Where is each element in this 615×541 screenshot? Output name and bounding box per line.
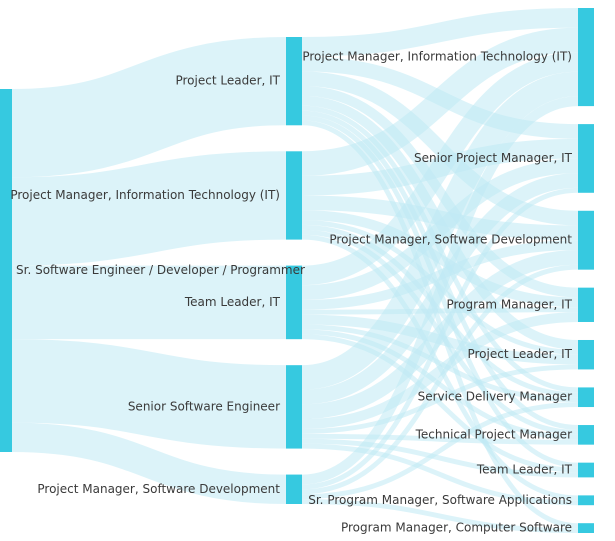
sankey-labels: Sr. Software Engineer / Developer / Prog…	[10, 50, 572, 535]
node-r_tpm[interactable]	[578, 425, 594, 445]
link-m_sse-to-r_tl_it[interactable]	[301, 438, 579, 478]
link-m_pm_it-to-r_pm_it[interactable]	[301, 27, 579, 176]
node-m_tl_it[interactable]	[286, 265, 302, 340]
link-m_sse-to-r_sprm_sa[interactable]	[301, 443, 579, 506]
label-root: Sr. Software Engineer / Developer / Prog…	[16, 263, 305, 277]
link-m_pl_it-to-r_pm_sd[interactable]	[301, 71, 579, 226]
link-m_tl_it-to-r_sdm[interactable]	[301, 324, 579, 403]
label-r_tpm: Technical Project Manager	[415, 427, 572, 441]
link-m_tl_it-to-r_pm_it[interactable]	[301, 52, 579, 286]
node-root[interactable]	[0, 89, 12, 452]
node-r_tl_it[interactable]	[578, 462, 594, 478]
node-r_prm_it[interactable]	[578, 287, 594, 322]
link-m_pm_sd-to-r_prm_cs[interactable]	[301, 499, 579, 533]
node-m_pm_sd[interactable]	[286, 474, 302, 504]
node-r_sprm_sa[interactable]	[578, 495, 594, 506]
link-m_sse-to-r_tpm[interactable]	[301, 433, 579, 445]
link-m_pm_sd-to-r_pm_sd[interactable]	[301, 264, 579, 495]
node-r_pm_it[interactable]	[578, 8, 594, 107]
label-r_sprm_sa: Sr. Program Manager, Software Applicatio…	[308, 493, 572, 507]
link-root-to-m_pl_it[interactable]	[11, 37, 287, 178]
label-m_pm_it: Project Manager, Information Technology …	[10, 188, 280, 202]
node-r_spm_it[interactable]	[578, 124, 594, 193]
link-root-to-m_pm_it[interactable]	[11, 151, 287, 266]
node-r_sdm[interactable]	[578, 387, 594, 408]
label-m_pl_it: Project Leader, IT	[175, 74, 280, 88]
node-m_pl_it[interactable]	[286, 37, 302, 126]
link-m_pm_sd-to-r_pm_it[interactable]	[301, 96, 579, 485]
sankey-nodes	[0, 8, 594, 533]
node-m_pm_it[interactable]	[286, 151, 302, 240]
label-r_prm_it: Program Manager, IT	[446, 297, 572, 311]
link-m_sse-to-r_pl_it[interactable]	[301, 364, 579, 434]
label-r_tl_it: Team Leader, IT	[476, 463, 573, 477]
label-m_sse: Senior Software Engineer	[128, 399, 280, 413]
sankey-links	[11, 8, 579, 533]
label-r_sdm: Service Delivery Manager	[418, 390, 572, 404]
link-root-to-m_pm_sd[interactable]	[11, 422, 287, 505]
link-m_pm_sd-to-r_sdm[interactable]	[301, 402, 579, 500]
link-m_tl_it-to-r_tpm[interactable]	[301, 329, 579, 440]
node-r_pl_it[interactable]	[578, 339, 594, 370]
label-r_pm_it: Project Manager, Information Technology …	[302, 50, 572, 64]
link-m_pl_it-to-r_prm_it[interactable]	[301, 86, 579, 298]
link-m_pm_sd-to-r_spm_it[interactable]	[301, 187, 579, 490]
node-m_sse[interactable]	[286, 365, 302, 449]
link-root-to-m_sse[interactable]	[11, 339, 287, 449]
link-m_tl_it-to-r_prm_it[interactable]	[301, 307, 579, 315]
label-r_spm_it: Senior Project Manager, IT	[414, 151, 573, 165]
label-r_pl_it: Project Leader, IT	[467, 347, 572, 361]
link-m_sse-to-r_prm_it[interactable]	[301, 312, 579, 429]
node-r_prm_cs[interactable]	[578, 523, 594, 533]
label-r_pm_sd: Project Manager, Software Development	[329, 233, 572, 247]
link-m_tl_it-to-r_tl_it[interactable]	[301, 334, 579, 473]
label-m_tl_it: Team Leader, IT	[184, 295, 281, 309]
label-m_pm_sd: Project Manager, Software Development	[37, 482, 280, 496]
node-r_pm_sd[interactable]	[578, 210, 594, 270]
label-r_prm_cs: Program Manager, Computer Software	[341, 521, 572, 535]
link-m_sse-to-r_pm_it[interactable]	[301, 71, 579, 390]
link-m_pl_it-to-r_pm_it[interactable]	[301, 8, 579, 57]
link-m_tl_it-to-r_pm_sd[interactable]	[301, 240, 579, 310]
